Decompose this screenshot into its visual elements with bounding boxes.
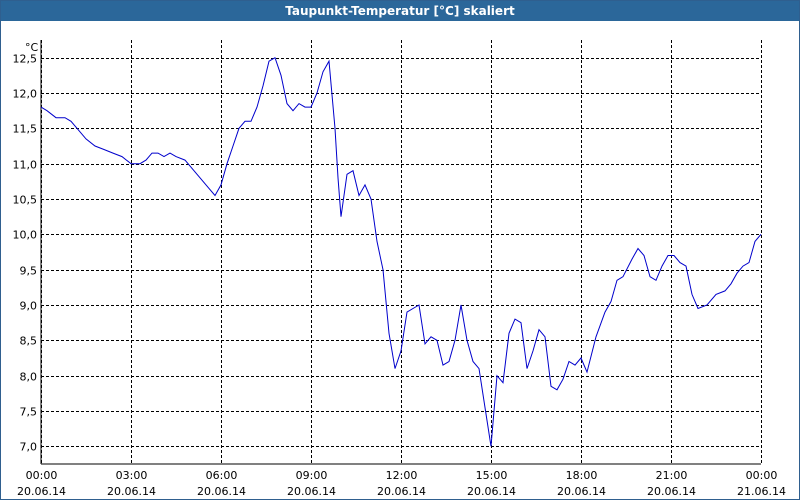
y-tick-label: 8,0 — [20, 371, 38, 384]
y-tick-label: 9,0 — [20, 300, 38, 313]
x-tick-time-label: 00:00 — [26, 469, 58, 482]
grid-lines — [41, 40, 762, 464]
y-tick-label: 12,5 — [13, 53, 38, 66]
x-tick-date-label: 20.06.14 — [197, 485, 246, 498]
x-tick-date-label: 20.06.14 — [647, 485, 696, 498]
y-tick-label: 9,5 — [20, 265, 38, 278]
chart-title: Taupunkt-Temperatur [°C] skaliert — [1, 1, 799, 21]
x-tick-date-label: 20.06.14 — [287, 485, 336, 498]
y-tick-label: 7,0 — [20, 441, 38, 454]
y-tick-label: 7,5 — [20, 406, 38, 419]
x-tick-date-label: 21.06.14 — [737, 485, 786, 498]
y-tick-label: 8,5 — [20, 335, 38, 348]
x-tick-time-label: 09:00 — [296, 469, 328, 482]
y-tick-labels: 12,5 12,0 11,5 11,0 10,5 10,0 9,5 9,0 8,5 8,0 7,5 7… — [13, 53, 38, 454]
x-tick-labels: 00:00 20.06.14 03:00 20.06.14 06:00 20.06.14 0… — [17, 469, 786, 498]
x-tick-time-label: 12:00 — [386, 469, 418, 482]
x-tick-date-label: 20.06.14 — [17, 485, 66, 498]
y-unit-label: °C — [25, 41, 39, 54]
x-tick-date-label: 20.06.14 — [467, 485, 516, 498]
x-tick-time-label: 15:00 — [476, 469, 508, 482]
y-tick-label: 10,5 — [13, 194, 38, 207]
y-tick-label: 11,0 — [13, 159, 38, 172]
x-tick-time-label: 06:00 — [206, 469, 238, 482]
x-tick-time-label: 00:00 — [746, 469, 778, 482]
x-tick-time-label: 21:00 — [656, 469, 688, 482]
x-tick-date-label: 20.06.14 — [557, 485, 606, 498]
x-tick-time-label: 18:00 — [566, 469, 598, 482]
y-tick-label: 10,0 — [13, 229, 38, 242]
x-tick-date-label: 20.06.14 — [107, 485, 156, 498]
series-line — [40, 56, 762, 447]
y-tick-label: 11,5 — [13, 123, 38, 136]
x-tick-time-label: 03:00 — [116, 469, 148, 482]
x-tick-date-label: 20.06.14 — [377, 485, 426, 498]
y-tick-label: 12,0 — [13, 88, 38, 101]
